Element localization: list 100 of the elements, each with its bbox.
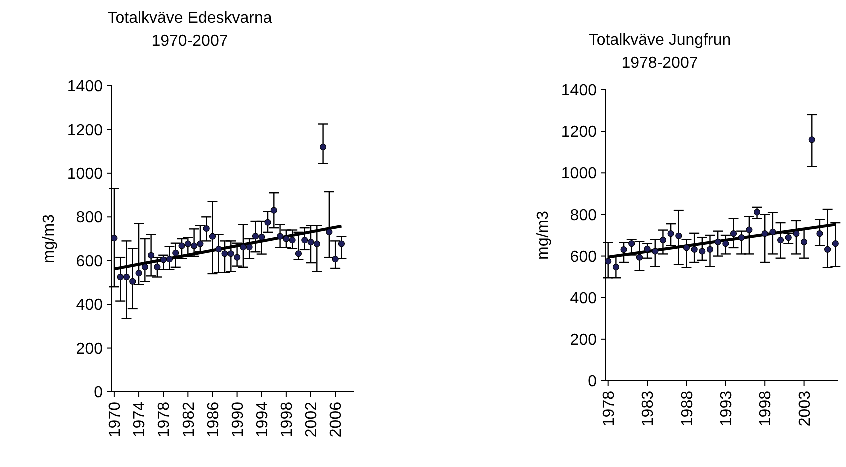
point (234, 254, 241, 261)
point (785, 234, 792, 242)
point (308, 239, 314, 246)
point (801, 238, 808, 246)
point (605, 258, 612, 265)
y-tick-label: 400 (570, 290, 598, 308)
point (295, 250, 302, 258)
x-tick-label: 1990 (230, 402, 247, 438)
point (130, 278, 136, 285)
x-tick-label: 2006 (328, 402, 346, 438)
point (332, 256, 339, 263)
point (136, 270, 142, 277)
x-tick-label: 1983 (640, 390, 658, 427)
y-tick-label: 800 (76, 210, 104, 227)
point (714, 238, 722, 246)
point (184, 240, 192, 248)
chart-subtitle: 1978-2007 (622, 55, 698, 72)
point (746, 226, 753, 234)
y-tick-label: 1200 (561, 124, 598, 142)
point (209, 233, 216, 240)
point (246, 244, 253, 251)
point (289, 237, 296, 244)
x-tick-label: 2003 (796, 390, 814, 427)
y-tick-label: 1000 (67, 166, 104, 184)
point (258, 234, 266, 241)
point (154, 264, 161, 270)
y-axis-title: mg/m3 (535, 210, 552, 260)
x-tick-label: 2002 (304, 402, 321, 438)
point (270, 207, 278, 214)
x-tick-label: 1993 (718, 390, 736, 427)
point (778, 237, 784, 244)
y-tick-label: 1000 (561, 166, 598, 183)
point (832, 240, 839, 248)
point (172, 250, 180, 256)
point (660, 237, 666, 244)
point (722, 240, 730, 248)
x-tick-label: 1970 (107, 402, 124, 438)
point (691, 246, 698, 253)
y-tick-label: 0 (588, 374, 598, 391)
point (652, 248, 659, 255)
point (314, 240, 320, 248)
y-tick-label: 200 (570, 332, 598, 350)
point (754, 209, 761, 216)
point (644, 246, 651, 252)
point (824, 246, 832, 253)
point (612, 264, 620, 271)
point (699, 248, 706, 255)
y-tick-label: 200 (76, 340, 104, 358)
point (816, 230, 824, 238)
x-tick-label: 1988 (679, 390, 696, 427)
x-tick-label: 1974 (132, 402, 149, 438)
point (222, 250, 228, 258)
y-tick-label: 600 (76, 253, 104, 270)
point (178, 242, 186, 250)
point (117, 274, 124, 281)
point (793, 230, 800, 238)
chart-title: Totalkväve Edeskvarna (108, 10, 272, 27)
x-tick-label: 1998 (279, 402, 296, 438)
y-tick-label: 1200 (67, 122, 104, 140)
x-tick-label: 1982 (180, 402, 198, 438)
y-tick-label: 600 (570, 248, 598, 266)
y-tick-label: 800 (570, 207, 598, 224)
point (676, 232, 682, 240)
point (240, 244, 247, 251)
point (808, 136, 816, 144)
point (302, 237, 308, 244)
point (197, 240, 204, 248)
y-axis-title: mg/m3 (41, 214, 58, 264)
point (730, 230, 738, 238)
x-tick-label: 1978 (156, 402, 174, 438)
point (203, 225, 210, 232)
point (166, 256, 174, 263)
point (706, 246, 714, 253)
point (148, 252, 155, 259)
point (668, 230, 674, 238)
x-tick-label: 1978 (600, 390, 618, 427)
point (683, 244, 690, 252)
point (326, 228, 333, 236)
point (320, 144, 327, 150)
point (636, 254, 643, 261)
point (762, 230, 768, 238)
y-tick-label: 1400 (561, 82, 598, 100)
point (252, 233, 260, 240)
y-tick-label: 1400 (67, 78, 104, 96)
point (738, 234, 745, 242)
point (338, 240, 345, 248)
point (283, 236, 290, 242)
point (228, 250, 234, 258)
point (142, 264, 148, 270)
point (216, 246, 222, 253)
point (620, 246, 628, 254)
point (277, 233, 284, 240)
point (111, 235, 118, 242)
chart-title: Totalkväve Jungfrun (588, 32, 732, 49)
y-tick-label: 400 (76, 297, 104, 314)
x-tick-label: 1994 (254, 402, 272, 438)
point (191, 242, 198, 250)
x-tick-label: 1998 (758, 390, 775, 427)
y-tick-label: 0 (94, 384, 104, 402)
point (264, 219, 272, 226)
